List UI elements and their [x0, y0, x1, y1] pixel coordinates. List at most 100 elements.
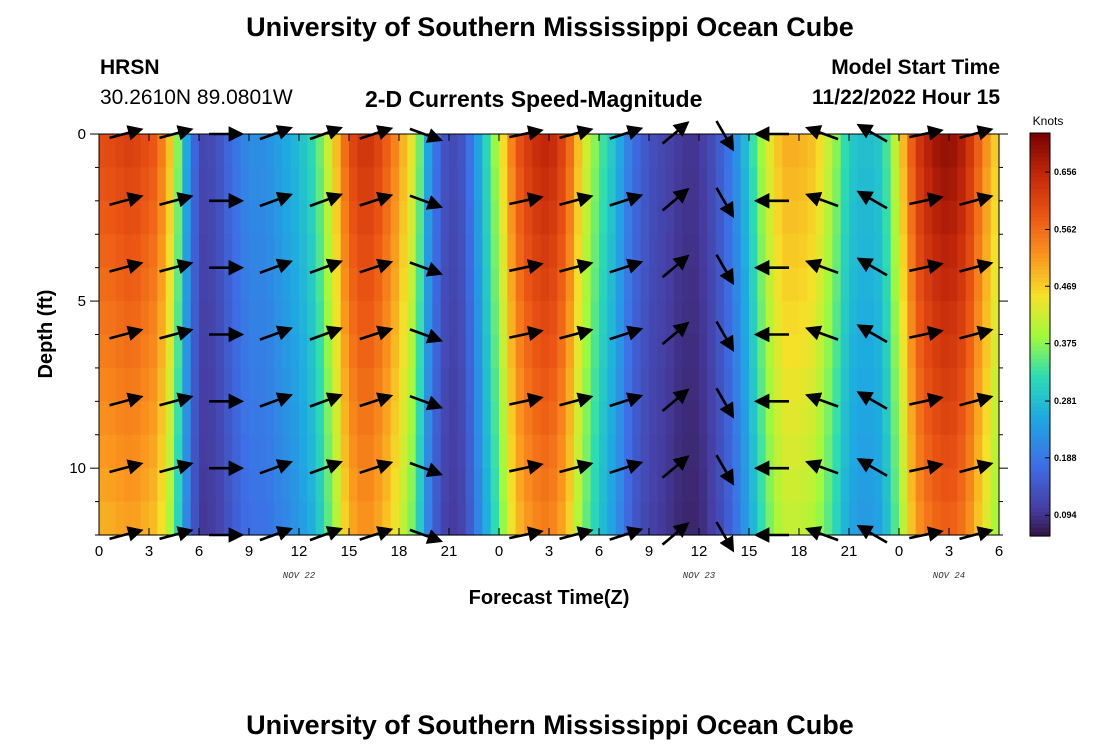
heatmap-cell	[474, 301, 483, 336]
heatmap-cell	[624, 234, 633, 269]
heatmap-cell	[515, 468, 525, 503]
heatmap-cell	[449, 200, 458, 235]
heatmap-cell	[282, 134, 292, 169]
heatmap-cell	[340, 334, 350, 369]
heatmap-cell	[499, 200, 508, 235]
heatmap-cell	[457, 334, 467, 369]
colorbar-segment	[1030, 225, 1050, 231]
heatmap-cell	[490, 267, 500, 302]
colorbar-segment	[1030, 479, 1050, 485]
heatmap-cell	[582, 167, 592, 202]
heatmap-cell	[865, 367, 875, 402]
heatmap-cell	[340, 134, 350, 169]
heatmap-cell	[390, 200, 400, 235]
heatmap-cell	[240, 401, 250, 436]
heatmap-cell	[532, 334, 542, 369]
heatmap-cell	[490, 167, 500, 202]
heatmap-cell	[890, 167, 900, 202]
heatmap-cell	[332, 501, 342, 536]
heatmap-cell	[757, 367, 767, 402]
heatmap-cell	[974, 200, 983, 235]
heatmap-cell	[740, 134, 750, 169]
heatmap-cell	[782, 501, 792, 536]
colorbar-segment	[1030, 378, 1050, 384]
heatmap-cell	[957, 267, 967, 302]
heatmap-cell	[174, 167, 183, 202]
heatmap-cell	[932, 200, 942, 235]
heatmap-cell	[482, 301, 492, 336]
heatmap-cell	[140, 234, 150, 269]
heatmap-cell	[324, 167, 333, 202]
heatmap-cell	[349, 501, 358, 536]
colorbar-segment	[1030, 334, 1050, 340]
heatmap-cell	[707, 401, 717, 436]
heatmap-cell	[890, 468, 900, 503]
heatmap-cell	[674, 334, 683, 369]
heatmap-cell	[407, 334, 417, 369]
heatmap-cell	[290, 267, 300, 302]
heatmap-cell	[807, 134, 817, 169]
heatmap-cell	[524, 267, 533, 302]
heatmap-cell	[874, 167, 883, 202]
heatmap-cell	[832, 367, 842, 402]
heatmap-cell	[824, 434, 833, 469]
heatmap-cell	[840, 434, 850, 469]
heatmap-cell	[507, 167, 517, 202]
heatmap-cell	[774, 167, 783, 202]
heatmap-cell	[590, 334, 600, 369]
heatmap-cell	[440, 334, 450, 369]
heatmap-cell	[307, 334, 317, 369]
heatmap-cell	[382, 301, 392, 336]
heatmap-cell	[665, 501, 675, 536]
heatmap-cell	[699, 267, 708, 302]
current-arrow	[109, 192, 144, 208]
heatmap-cell	[474, 334, 483, 369]
heatmap-cell	[324, 434, 333, 469]
heatmap-cell	[249, 301, 258, 336]
heatmap-cell	[640, 434, 650, 469]
heatmap-cell	[774, 301, 783, 336]
heatmap-cell	[924, 167, 933, 202]
x-tick-label: 3	[945, 543, 953, 560]
heatmap-cell	[490, 301, 500, 336]
heatmap-cell	[165, 468, 175, 503]
heatmap-cell	[524, 200, 533, 235]
heatmap-cell	[390, 434, 400, 469]
heatmap-cell	[157, 367, 167, 402]
heatmap-cell	[440, 134, 450, 169]
heatmap-cell	[707, 234, 717, 269]
heatmap-cell	[174, 434, 183, 469]
heatmap-cell	[249, 167, 258, 202]
colorbar-segment	[1030, 197, 1050, 203]
heatmap-cell	[415, 134, 425, 169]
heatmap-cell	[890, 200, 900, 235]
heatmap-cell	[724, 367, 733, 402]
heatmap-cell	[607, 401, 617, 436]
heatmap-cell	[590, 234, 600, 269]
heatmap-cell	[665, 134, 675, 169]
heatmap-cell	[982, 468, 992, 503]
heatmap-cell	[382, 468, 392, 503]
heatmap-cell	[140, 367, 150, 402]
heatmap-cell	[574, 468, 583, 503]
date-label: NOV 23	[683, 571, 716, 581]
heatmap-cell	[699, 134, 708, 169]
colorbar-segment	[1030, 511, 1050, 517]
colorbar-segment	[1030, 527, 1050, 533]
heatmap-cell	[574, 200, 583, 235]
heatmap-cell	[182, 367, 192, 402]
heatmap-cell	[265, 267, 275, 302]
heatmap-cell	[615, 267, 625, 302]
heatmap-cell	[474, 468, 483, 503]
heatmap-cell	[715, 334, 725, 369]
heatmap-cell	[440, 501, 450, 536]
heatmap-cell	[199, 468, 208, 503]
colorbar-unit: Knots	[1033, 114, 1064, 128]
heatmap-cell	[565, 401, 575, 436]
heatmap-cell	[549, 501, 558, 536]
x-tick-label: 21	[441, 543, 458, 560]
heatmap-cell	[415, 367, 425, 402]
heatmap-cell	[715, 267, 725, 302]
heatmap-cell	[99, 468, 108, 503]
